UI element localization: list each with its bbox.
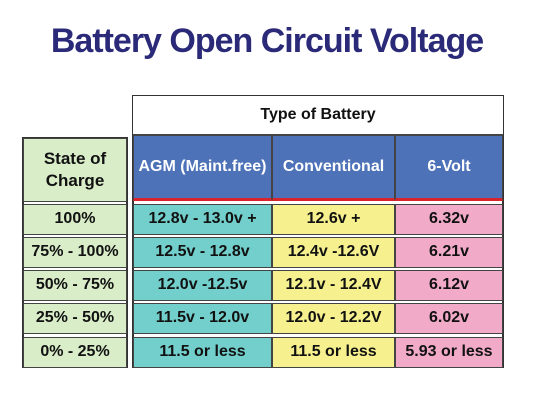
value-cell: 6.02v	[395, 303, 503, 334]
value-cell: 6.12v	[395, 270, 503, 301]
row-label: 100%	[23, 204, 127, 235]
value-cell: 11.5 or less	[133, 337, 272, 368]
group-header: Type of Battery	[133, 96, 503, 135]
row-header: State of Charge	[23, 138, 127, 202]
value-cell: 6.21v	[395, 237, 503, 268]
row-label: 25% - 50%	[23, 303, 127, 334]
value-cell: 12.1v - 12.4V	[272, 270, 395, 301]
value-cell: 5.93 or less	[395, 337, 503, 368]
column-header: 6-Volt	[395, 135, 503, 201]
value-cell: 11.5 or less	[272, 337, 395, 368]
value-cell: 12.4v -12.6V	[272, 237, 395, 268]
title: Battery Open Circuit Voltage	[50, 22, 484, 60]
row-label: 0% - 25%	[23, 337, 127, 368]
row-label: 50% - 75%	[23, 270, 127, 301]
value-cell: 12.6v +	[272, 204, 395, 235]
value-cell: 6.32v	[395, 204, 503, 235]
value-cell: 12.5v - 12.8v	[133, 237, 272, 268]
column-header: Conventional	[272, 135, 395, 201]
value-cell: 12.0v - 12.2V	[272, 303, 395, 334]
value-cell: 12.0v -12.5v	[133, 270, 272, 301]
value-cell: 12.8v - 13.0v +	[133, 204, 272, 235]
value-cell: 11.5v - 12.0v	[133, 303, 272, 334]
column-header: AGM (Maint.free)	[133, 135, 272, 201]
row-label: 75% - 100%	[23, 237, 127, 268]
